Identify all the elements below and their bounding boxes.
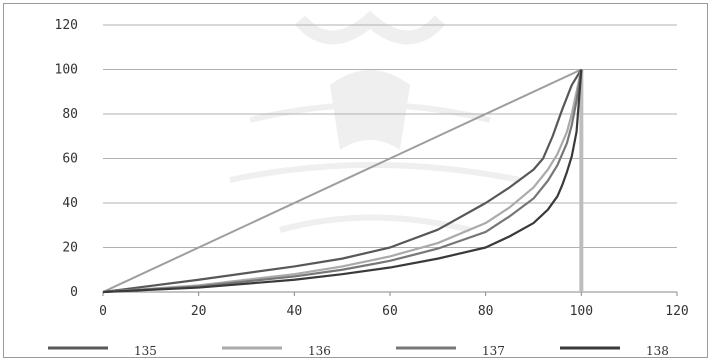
chart-frame [3, 3, 708, 358]
legend-label-137: 137 [482, 344, 505, 358]
y-tick-label: 60 [62, 152, 78, 167]
x-tick-label: 100 [570, 304, 593, 319]
legend-label-136: 136 [308, 344, 331, 358]
tick-labels: 0 20 40 60 80 100 120 0 20 40 60 80 100 120 [55, 18, 689, 319]
legend-label-138: 138 [646, 344, 669, 358]
x-tick-label: 20 [191, 304, 207, 319]
axes [102, 291, 678, 296]
x-tick-label: 80 [478, 304, 494, 319]
y-tick-label: 0 [70, 285, 78, 300]
x-tick-label: 0 [99, 304, 107, 319]
x-tick-label: 120 [665, 304, 688, 319]
equality-line [102, 68, 582, 293]
watermark-emblem [229, 10, 521, 233]
series-lines [102, 68, 584, 294]
y-tick-label: 80 [62, 107, 78, 122]
series-line-136 [102, 69, 583, 294]
series-line-138 [102, 69, 583, 294]
y-tick-label: 20 [62, 241, 78, 256]
series-line-137 [102, 69, 583, 294]
x-tick-label: 40 [287, 304, 303, 319]
legend-label-135: 135 [134, 344, 157, 358]
legend: 135 136 137 138 [48, 344, 669, 358]
series-line-135 [102, 68, 583, 294]
y-tick-label: 100 [55, 63, 78, 78]
y-tick-label: 40 [62, 196, 78, 211]
x-tick-label: 60 [382, 304, 398, 319]
y-tick-label: 120 [55, 18, 78, 33]
